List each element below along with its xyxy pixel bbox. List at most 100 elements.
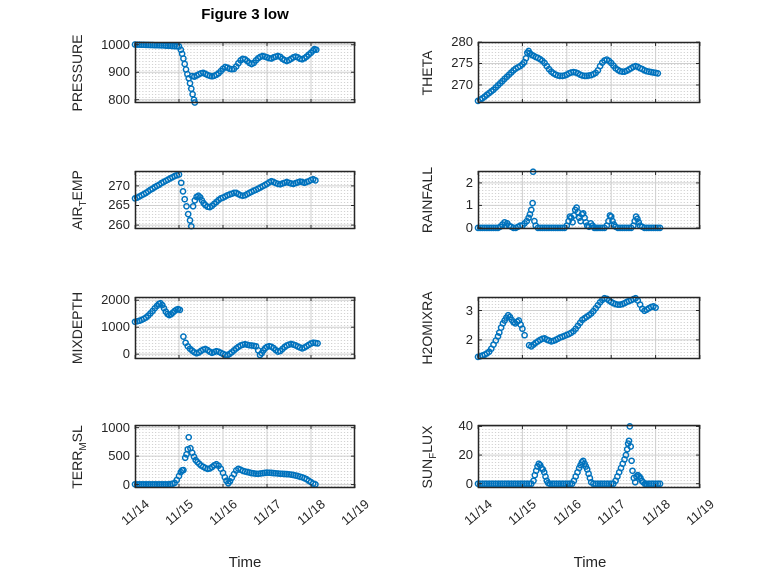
x-tick-label: 11/14 xyxy=(461,496,495,529)
subplot-theta: THETA xyxy=(419,41,701,105)
data-point-marker xyxy=(566,213,574,220)
data-point-marker xyxy=(594,480,602,488)
data-point-marker xyxy=(309,47,317,54)
data-series-air-temp xyxy=(131,171,319,230)
y-tick-label: 2000 xyxy=(101,292,130,308)
data-point-marker xyxy=(614,301,622,308)
data-point-marker xyxy=(505,480,513,488)
y-tick-label: 1000 xyxy=(101,419,130,435)
data-point-marker xyxy=(553,480,560,488)
data-series-h2omixra xyxy=(474,294,659,361)
y-tick-label: 800 xyxy=(108,91,130,107)
data-point-marker xyxy=(581,72,588,80)
data-point-marker xyxy=(562,480,569,488)
subplot-sun-flux: SUNFLUX xyxy=(419,423,701,489)
tick-marks xyxy=(477,171,701,229)
figure-title: Figure 3 low xyxy=(201,6,289,23)
data-point-marker xyxy=(503,480,511,488)
y-tick-label: 260 xyxy=(108,217,130,233)
data-point-marker xyxy=(184,210,192,218)
y-tick-label: 1 xyxy=(465,197,473,213)
data-point-marker xyxy=(525,214,532,222)
y-tick-label: 900 xyxy=(108,64,130,80)
y-tick-label: 1000 xyxy=(101,36,130,52)
y-axis-label-h2omixra: H2OMIXRA xyxy=(419,291,436,365)
data-point-marker xyxy=(609,217,616,225)
x-tick-label: 11/19 xyxy=(338,496,372,529)
data-point-marker xyxy=(312,177,319,184)
data-point-marker xyxy=(190,453,198,461)
x-tick-label: 11/19 xyxy=(683,496,717,529)
data-point-marker xyxy=(519,325,526,333)
y-tick-label: 500 xyxy=(108,448,130,464)
x-axis-label-right: Time xyxy=(573,554,607,571)
data-point-marker xyxy=(514,480,522,488)
tick-marks xyxy=(134,171,356,229)
y-tick-label: 20 xyxy=(458,447,473,463)
data-point-marker xyxy=(529,199,536,207)
x-tick-label: 11/17 xyxy=(594,496,629,529)
data-point-marker xyxy=(507,480,515,488)
subplot-air-temp: AIRTEMP xyxy=(69,170,356,230)
y-tick-label: 280 xyxy=(451,34,473,49)
data-point-marker xyxy=(555,480,563,488)
data-point-marker xyxy=(167,310,175,318)
data-point-marker xyxy=(525,480,533,488)
data-point-marker xyxy=(654,70,662,77)
y-tick-label: 0 xyxy=(465,219,473,235)
axes-box xyxy=(134,170,356,230)
data-point-marker xyxy=(189,202,197,210)
x-tick-label: 11/15 xyxy=(162,496,196,529)
data-point-marker xyxy=(629,467,636,475)
data-point-marker xyxy=(180,333,187,340)
y-tick-label: 270 xyxy=(451,76,473,92)
data-point-marker xyxy=(481,480,489,488)
x-tick-label: 11/15 xyxy=(505,496,540,529)
data-point-marker xyxy=(483,480,491,488)
plot-canvas-terr-msl xyxy=(131,424,356,489)
x-axis-label-left: Time xyxy=(228,554,262,571)
data-point-marker xyxy=(634,215,641,223)
axes-box xyxy=(477,170,701,230)
data-point-marker xyxy=(312,46,320,54)
data-point-marker xyxy=(652,304,659,311)
minor-grid xyxy=(135,297,355,359)
axes-box xyxy=(477,296,701,360)
data-point-marker xyxy=(569,218,576,226)
subplot-terr-msl: TERRMSL xyxy=(69,424,356,489)
data-point-marker xyxy=(179,188,187,195)
y-tick-label: 265 xyxy=(108,197,130,213)
data-series-theta xyxy=(474,47,662,105)
plot-canvas-air-temp xyxy=(131,170,356,230)
data-point-marker xyxy=(186,217,194,224)
y-tick-label: 3 xyxy=(465,302,473,318)
plot-canvas-theta xyxy=(474,41,701,105)
data-point-marker xyxy=(650,480,657,488)
y-tick-label: 270 xyxy=(108,177,130,193)
subplot-mixdepth: MIXDEPTH xyxy=(69,292,356,364)
x-tick-label: 11/18 xyxy=(638,496,673,529)
subplot-h2omixra: H2OMIXRA xyxy=(419,291,701,365)
data-point-marker xyxy=(492,480,500,488)
data-point-marker xyxy=(605,480,613,488)
data-point-marker xyxy=(627,443,635,450)
y-tick-label: 40 xyxy=(458,418,473,434)
major-grid xyxy=(478,42,700,103)
data-point-marker xyxy=(656,480,664,488)
y-tick-label: 1000 xyxy=(101,319,130,335)
data-point-marker xyxy=(485,480,493,488)
data-point-marker xyxy=(527,206,535,214)
data-point-marker xyxy=(494,333,502,340)
minor-grid xyxy=(478,171,700,229)
data-point-marker xyxy=(622,451,630,459)
data-point-marker xyxy=(516,480,524,488)
axes-box xyxy=(134,296,356,360)
data-point-marker xyxy=(625,437,633,445)
major-grid xyxy=(478,297,700,359)
data-point-marker xyxy=(494,480,502,488)
data-series-mixdepth xyxy=(131,299,321,359)
tick-marks xyxy=(477,425,701,488)
major-grid xyxy=(135,297,355,359)
y-tick-label: 0 xyxy=(122,346,130,362)
x-tick-label: 11/14 xyxy=(118,496,152,529)
